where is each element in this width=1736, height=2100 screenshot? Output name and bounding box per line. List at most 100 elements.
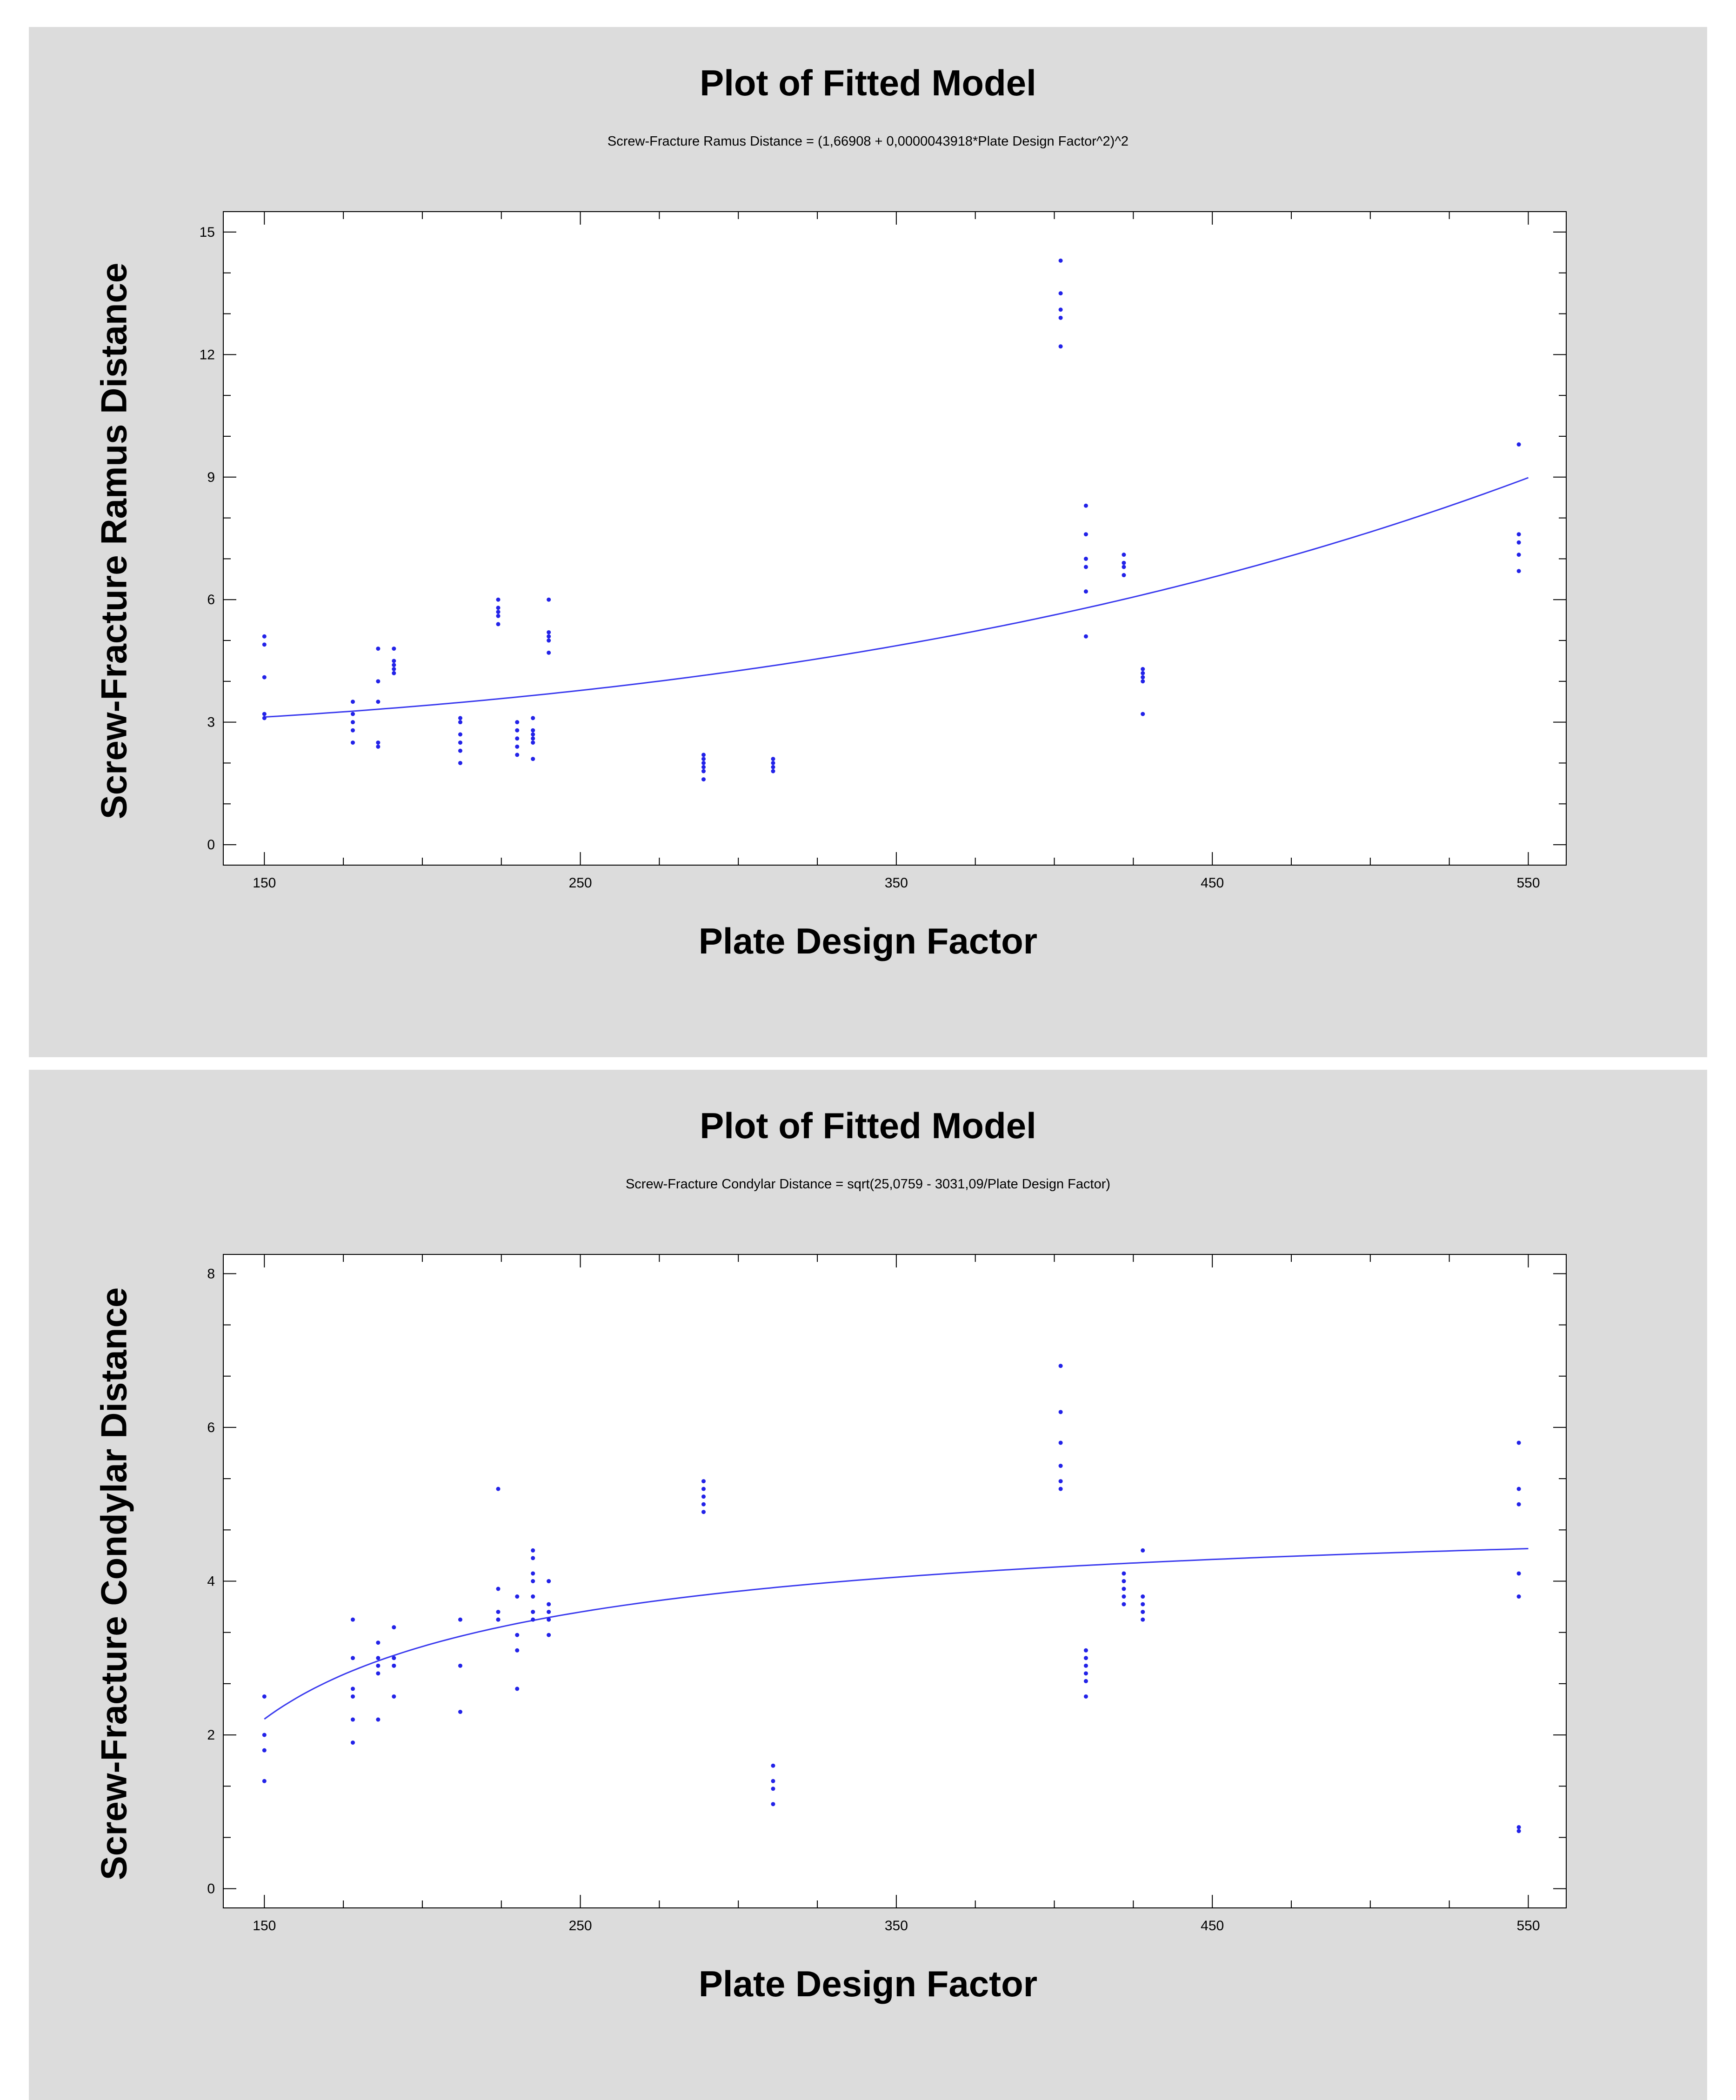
plot-area bbox=[223, 211, 1567, 866]
data-point bbox=[1516, 1502, 1521, 1507]
x-axis-label: Plate Design Factor bbox=[698, 1963, 1038, 2004]
data-point bbox=[262, 1733, 267, 1737]
data-point bbox=[701, 753, 706, 757]
plot-svg: 0 3 6 9 12 15 150 250 350 450 550 bbox=[200, 211, 1567, 891]
data-point bbox=[1141, 1610, 1145, 1614]
data-point bbox=[1122, 573, 1126, 578]
data-point bbox=[1516, 1487, 1521, 1491]
data-point bbox=[376, 1640, 381, 1645]
data-point bbox=[701, 1479, 706, 1484]
data-point bbox=[1058, 1364, 1063, 1368]
data-point bbox=[1083, 556, 1088, 561]
data-point bbox=[392, 1625, 396, 1630]
fitted-curve bbox=[264, 1548, 1529, 1720]
data-point bbox=[1083, 1656, 1088, 1660]
data-point bbox=[458, 760, 462, 765]
data-point bbox=[547, 1610, 551, 1614]
data-point bbox=[771, 1763, 775, 1768]
data-point bbox=[701, 760, 706, 765]
data-point bbox=[458, 732, 462, 737]
data-point bbox=[1122, 1602, 1126, 1607]
x-tick-label: 450 bbox=[1201, 875, 1224, 891]
data-point bbox=[1141, 675, 1145, 680]
y-tick-label: 0 bbox=[207, 837, 215, 853]
data-point bbox=[701, 777, 706, 782]
data-point bbox=[515, 744, 520, 749]
data-point bbox=[262, 634, 267, 639]
data-point bbox=[1083, 532, 1088, 537]
data-point bbox=[1083, 634, 1088, 639]
data-point bbox=[531, 740, 535, 745]
data-point bbox=[547, 1633, 551, 1637]
chart-title: Plot of Fitted Model bbox=[700, 1105, 1036, 1146]
data-point bbox=[1083, 1671, 1088, 1676]
fitted-curve bbox=[264, 477, 1529, 718]
data-point bbox=[376, 740, 381, 745]
data-point bbox=[515, 720, 520, 725]
y-tick-label: 3 bbox=[207, 715, 215, 730]
data-point bbox=[771, 769, 775, 773]
data-point bbox=[376, 647, 381, 651]
data-point bbox=[1058, 1487, 1063, 1491]
data-point bbox=[351, 1717, 355, 1722]
data-point bbox=[496, 1587, 501, 1591]
data-point bbox=[1058, 1479, 1063, 1484]
data-point bbox=[496, 1610, 501, 1614]
x-tick-label: 250 bbox=[569, 875, 592, 891]
data-point bbox=[701, 765, 706, 769]
data-point bbox=[547, 1579, 551, 1583]
chart-subtitle: Screw-Fracture Ramus Distance = (1,66908… bbox=[607, 134, 1129, 149]
data-point bbox=[531, 1548, 535, 1553]
data-point bbox=[351, 720, 355, 725]
data-point bbox=[262, 1748, 267, 1753]
data-point bbox=[531, 732, 535, 737]
data-point bbox=[376, 744, 381, 749]
data-point bbox=[531, 1579, 535, 1583]
data-point bbox=[392, 647, 396, 651]
data-point bbox=[351, 712, 355, 716]
data-point bbox=[262, 675, 267, 680]
data-point bbox=[1058, 344, 1063, 349]
data-point bbox=[376, 1717, 381, 1722]
y-tick-label: 6 bbox=[207, 1420, 215, 1435]
data-point bbox=[531, 757, 535, 761]
data-point bbox=[515, 1648, 520, 1653]
data-point bbox=[701, 769, 706, 773]
data-point bbox=[392, 659, 396, 663]
data-point bbox=[376, 700, 381, 704]
data-point bbox=[515, 1633, 520, 1637]
data-point bbox=[1058, 1410, 1063, 1414]
data-point bbox=[458, 740, 462, 745]
y-tick-label: 12 bbox=[200, 347, 215, 362]
y-tick-label: 4 bbox=[207, 1574, 215, 1589]
data-point bbox=[1122, 560, 1126, 565]
data-point bbox=[1516, 553, 1521, 557]
data-point bbox=[547, 630, 551, 634]
data-point bbox=[1122, 1594, 1126, 1599]
plot-area bbox=[223, 1254, 1567, 1908]
data-point bbox=[531, 1556, 535, 1560]
y-axis-label: Screw-Fracture Condylar Distance bbox=[93, 1287, 134, 1880]
data-point bbox=[1141, 667, 1145, 671]
data-point bbox=[262, 716, 267, 720]
chart-title: Plot of Fitted Model bbox=[700, 62, 1036, 103]
y-tick-label: 6 bbox=[207, 592, 215, 607]
plot-svg: 0 2 4 6 8 150 250 350 450 550 bbox=[207, 1254, 1567, 1933]
x-tick-label: 250 bbox=[569, 1918, 592, 1933]
data-point bbox=[376, 1663, 381, 1668]
data-point bbox=[392, 663, 396, 667]
data-point bbox=[701, 1487, 706, 1491]
data-point bbox=[458, 720, 462, 725]
data-point bbox=[1122, 553, 1126, 557]
chart-panel-ramus: Plot of Fitted Model Screw-Fracture Ramu… bbox=[29, 27, 1707, 1057]
data-point bbox=[701, 1510, 706, 1514]
data-point bbox=[376, 1671, 381, 1676]
data-point bbox=[496, 622, 501, 627]
x-tick-label: 450 bbox=[1201, 1918, 1224, 1933]
data-point bbox=[1083, 503, 1088, 508]
x-tick-label: 550 bbox=[1516, 1918, 1540, 1933]
data-point bbox=[262, 712, 267, 716]
y-tick-label: 15 bbox=[200, 225, 215, 240]
data-point bbox=[1516, 1571, 1521, 1576]
data-point bbox=[1141, 679, 1145, 684]
